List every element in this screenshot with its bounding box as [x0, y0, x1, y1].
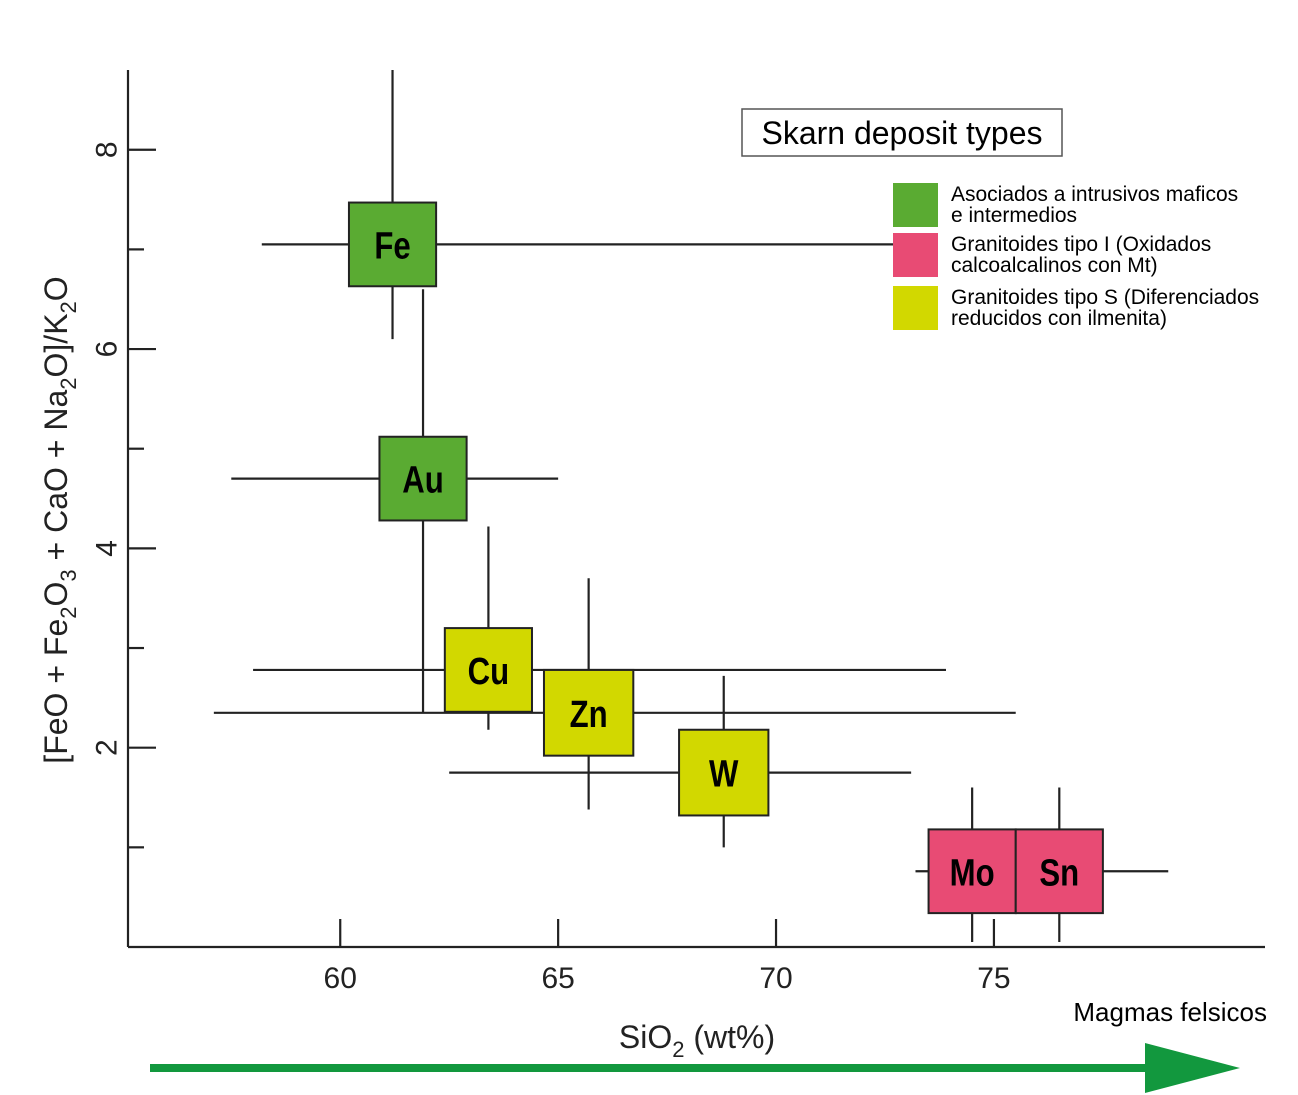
felsic-arrow: Magmas felsicos [150, 997, 1267, 1093]
legend-item: Granitoides tipo I (Oxidadoscalcoalcalin… [893, 233, 1211, 277]
data-label: Zn [570, 694, 608, 736]
legend-label: Granitoides tipo S (Diferenciados [951, 286, 1259, 309]
data-box [347, 201, 438, 288]
x-tick-label: 75 [977, 962, 1010, 995]
y-tick-label: 4 [91, 540, 124, 557]
arrow-head [1145, 1043, 1240, 1093]
data-box [927, 828, 1017, 915]
y-tick-label: 8 [91, 141, 124, 158]
y-tick-label: 2 [91, 739, 124, 756]
data-point-au: Au [378, 435, 468, 522]
x-tick-label: 65 [541, 962, 574, 995]
data-label: Sn [1039, 852, 1079, 894]
arrow-label: Magmas felsicos [1073, 997, 1267, 1027]
data-point-cu: Cu [443, 627, 533, 713]
legend-label: calcoalcalinos con Mt) [951, 254, 1158, 277]
legend-swatch [893, 233, 938, 277]
legend-swatch [893, 286, 938, 330]
data-label: W [709, 754, 739, 796]
legend-title-box: Skarn deposit types [741, 108, 1063, 157]
y-axis-label: [FeO + Fe2O3 + CaO + Na2O]/K2O [38, 276, 81, 763]
legend-swatch [893, 183, 938, 227]
data-label: Au [402, 460, 444, 502]
data-point-mo: Mo [927, 828, 1017, 915]
chart-title: Skarn deposit types [761, 115, 1042, 151]
data-label: Mo [950, 852, 995, 894]
data-box [678, 728, 770, 817]
data-label: Fe [374, 226, 410, 268]
data-point-w: W [678, 728, 770, 817]
legend-item: Granitoides tipo S (Diferenciadosreducid… [893, 286, 1259, 330]
data-box [443, 627, 533, 713]
data-box [1014, 828, 1104, 915]
data-point-zn: Zn [542, 668, 635, 757]
data-box [378, 435, 468, 522]
data-point-sn: Sn [1014, 828, 1104, 915]
x-axis-label: SiO2 (wt%) [619, 1019, 775, 1062]
legend-label: Asociados a intrusivos maficos [951, 183, 1238, 206]
legend-label: Granitoides tipo I (Oxidados [951, 233, 1211, 256]
data-point-fe: Fe [347, 201, 438, 288]
data-label: Cu [468, 651, 510, 693]
x-tick-label: 60 [324, 962, 357, 995]
legend-label: reducidos con ilmenita) [951, 307, 1167, 330]
data-box [542, 668, 635, 757]
title-frame [741, 108, 1063, 157]
x-tick-label: 70 [759, 962, 792, 995]
y-tick-label: 6 [91, 341, 124, 358]
legend-label: e intermedios [951, 204, 1077, 227]
